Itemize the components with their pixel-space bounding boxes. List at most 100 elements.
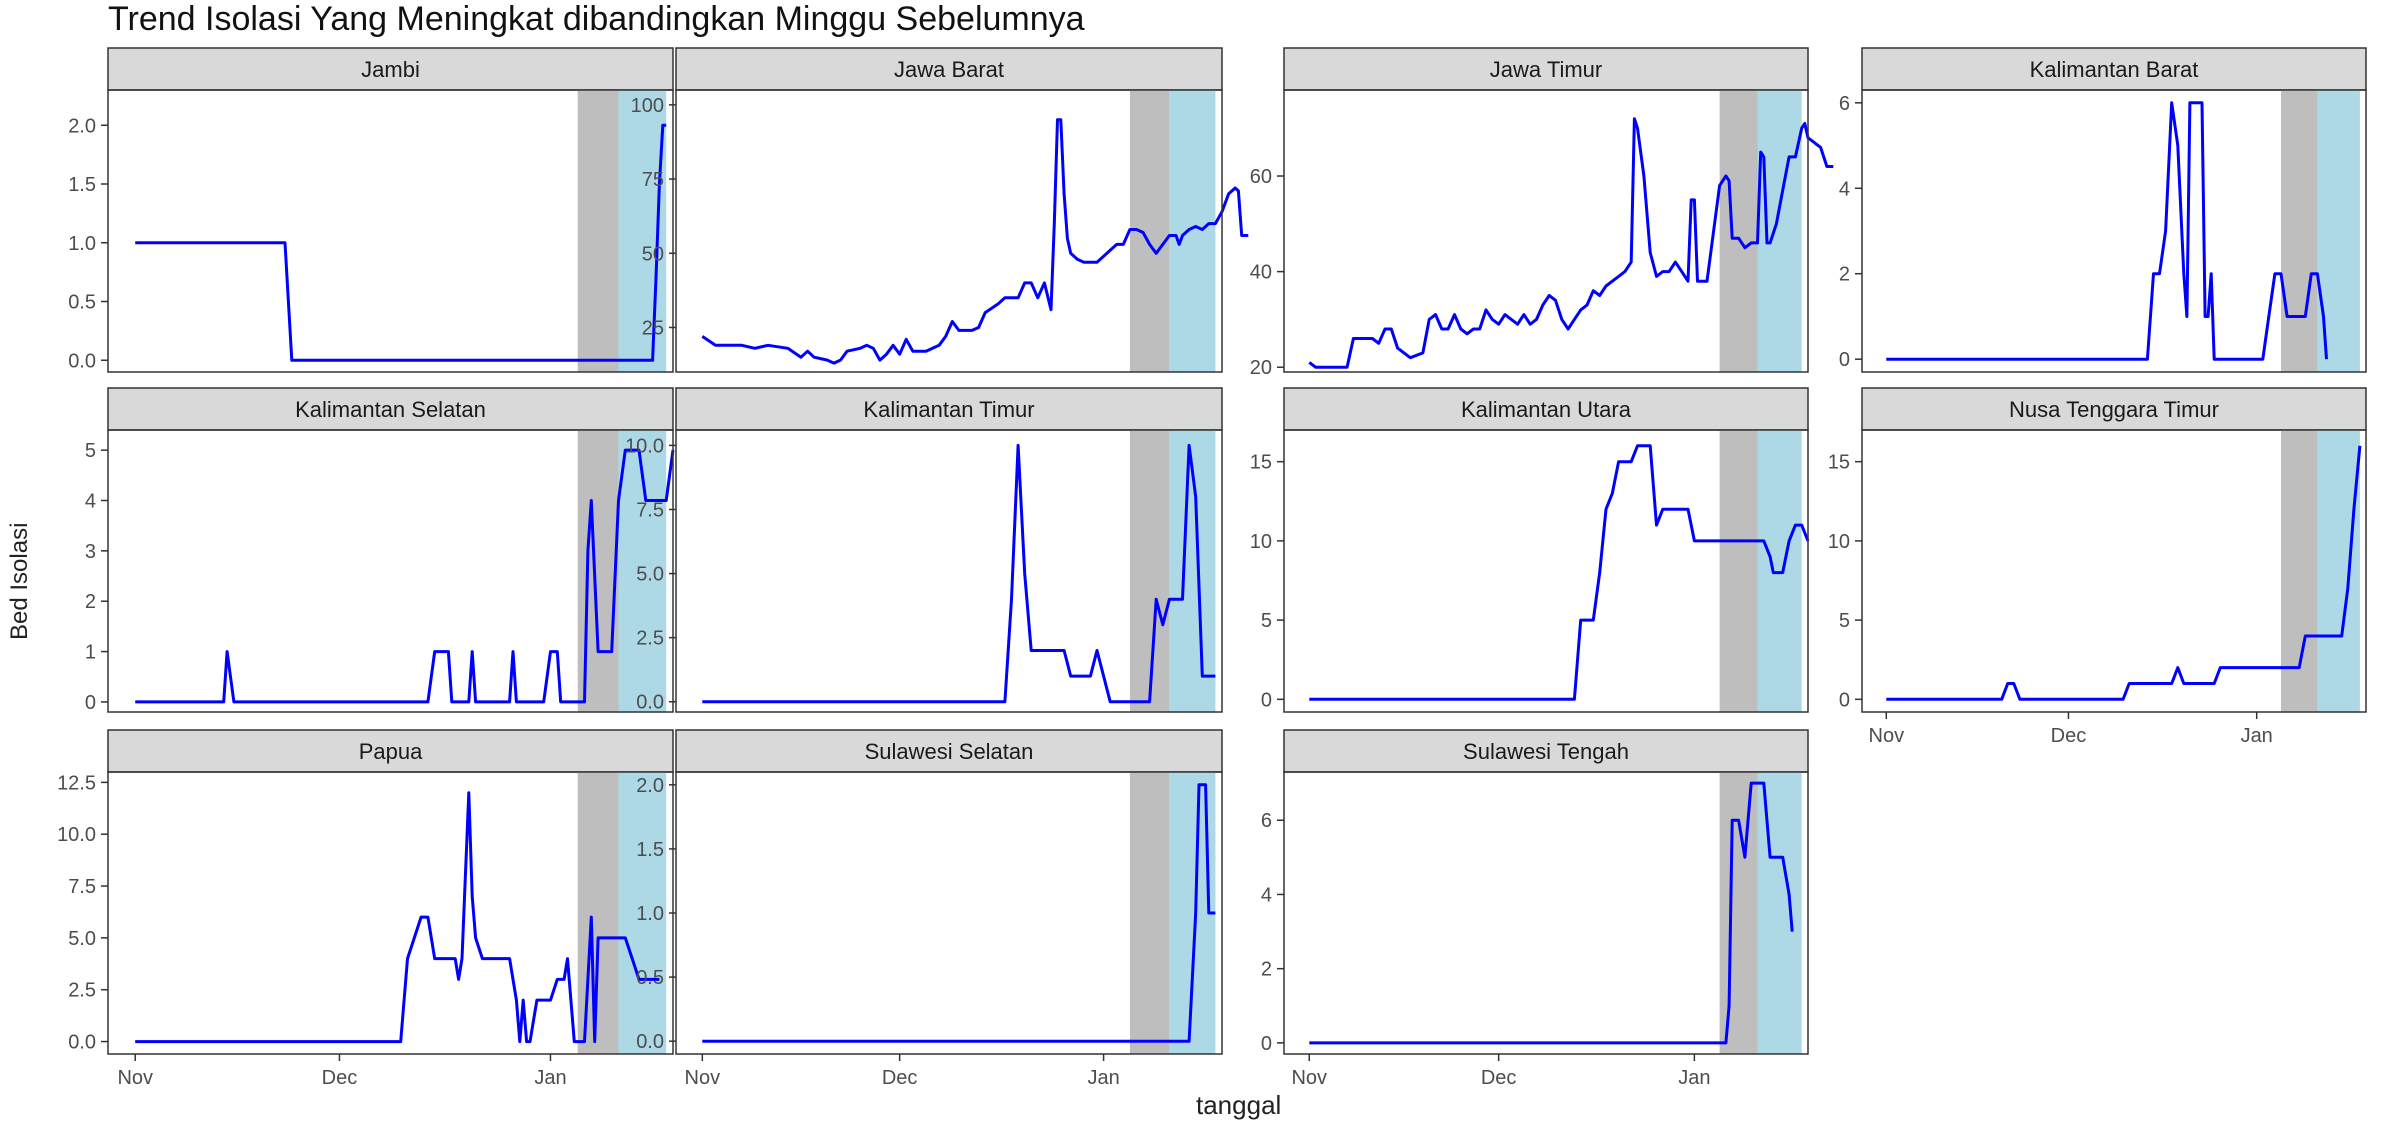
facet-title: Papua: [359, 739, 423, 764]
y-tick-label: 2: [1261, 959, 1272, 981]
facet-strip: [1283, 47, 1809, 91]
y-tick-label: 15: [1250, 452, 1272, 474]
facet-strip: [1283, 387, 1809, 431]
panel-border: [675, 89, 1223, 373]
y-tick-label: 4: [1261, 884, 1272, 906]
x-tick-label: Nov: [117, 1067, 153, 1089]
panel-border: [1283, 89, 1809, 373]
y-tick-label: 60: [1250, 166, 1272, 188]
facet-panel: Nusa Tenggara Timur 0 5 10 15 Nov Dec Jan: [1828, 387, 2367, 747]
series-line: [702, 443, 1216, 704]
y-tick-label: 0.5: [68, 292, 96, 314]
facet-strip: [107, 387, 674, 431]
shaded-band: [1719, 772, 1758, 1054]
y-tick-label: 4: [85, 491, 96, 513]
y-tick-label: 2.5: [636, 628, 664, 650]
y-tick-label: 0: [85, 692, 96, 714]
y-tick-label: 1.5: [68, 174, 96, 196]
x-axis-label: tanggal: [1196, 1090, 1282, 1120]
x-tick-label: Nov: [1869, 725, 1905, 747]
y-tick-label: 0: [1261, 689, 1272, 711]
shaded-band: [1719, 430, 1758, 712]
x-tick-label: Dec: [1481, 1067, 1517, 1089]
y-tick-label: 6: [1261, 810, 1272, 832]
facet-strip: [1283, 729, 1809, 773]
y-tick-label: 5.0: [68, 928, 96, 950]
shaded-band: [2317, 430, 2360, 712]
facet-panel: Jawa Barat 25 50 75 100: [631, 47, 1249, 373]
y-tick-label: 7.5: [68, 876, 96, 898]
y-tick-label: 75: [642, 169, 664, 191]
y-tick-label: 5: [1261, 610, 1272, 632]
panel-border: [1861, 89, 2367, 373]
facet-strip: [675, 387, 1223, 431]
series-line: [135, 123, 667, 362]
y-tick-label: 40: [1250, 262, 1272, 284]
x-tick-label: Jan: [534, 1067, 566, 1089]
x-tick-label: Dec: [2051, 725, 2087, 747]
y-tick-label: 15: [1828, 452, 1850, 474]
y-tick-label: 0: [1261, 1033, 1272, 1055]
y-tick-label: 0.0: [68, 350, 96, 372]
y-tick-label: 2.5: [68, 980, 96, 1002]
y-tick-label: 2.0: [68, 115, 96, 137]
facet-title: Sulawesi Selatan: [865, 739, 1034, 764]
y-tick-label: 0.0: [636, 1031, 664, 1053]
facet-panel: Kalimantan Barat 0 2 4 6: [1839, 47, 2367, 373]
y-tick-label: 100: [631, 95, 664, 117]
panel-border: [675, 429, 1223, 713]
facet-panel: Kalimantan Timur 0.0 2.5 5.0 7.5 10.0: [625, 387, 1223, 714]
facet-panel: Sulawesi Tengah 0 2 4 6 Nov Dec Jan: [1261, 729, 1809, 1089]
y-tick-label: 50: [642, 243, 664, 265]
y-tick-label: 10: [1828, 531, 1850, 553]
x-tick-label: Jan: [2241, 725, 2273, 747]
shaded-band: [1129, 430, 1170, 712]
y-tick-label: 1: [85, 642, 96, 664]
facet-title: Kalimantan Utara: [1461, 397, 1632, 422]
facet-panel: Papua 0.0 2.5 5.0 7.5 10.0 12.5 Nov Dec Jan: [57, 729, 674, 1089]
facet-panel: Kalimantan Selatan 0 1 2 3 4 5: [85, 387, 675, 714]
panel-border: [675, 771, 1223, 1055]
facet-title: Nusa Tenggara Timur: [2009, 397, 2219, 422]
y-tick-label: 5: [1839, 610, 1850, 632]
y-tick-label: 10.0: [57, 824, 96, 846]
shaded-band: [577, 772, 619, 1054]
y-tick-label: 2.0: [636, 775, 664, 797]
y-tick-label: 25: [642, 317, 664, 339]
facet-title: Jawa Barat: [894, 57, 1004, 82]
facet-strip: [107, 729, 674, 773]
facet-title: Jambi: [361, 57, 420, 82]
series-line: [1886, 101, 2328, 361]
y-tick-label: 5.0: [636, 564, 664, 586]
y-tick-label: 6: [1839, 93, 1850, 115]
shaded-band: [1757, 772, 1802, 1054]
y-tick-label: 1.0: [68, 233, 96, 255]
y-tick-label: 0.5: [636, 967, 664, 989]
series-line: [135, 448, 675, 704]
x-tick-label: Nov: [1291, 1067, 1327, 1089]
y-tick-label: 4: [1839, 178, 1850, 200]
panel-border: [107, 429, 674, 713]
shaded-band: [1757, 430, 1802, 712]
facet-strip: [675, 47, 1223, 91]
series-line: [1309, 444, 1810, 701]
shaded-band: [1129, 772, 1170, 1054]
facet-panel: Kalimantan Utara 0 5 10 15: [1250, 387, 1810, 713]
panel-border: [1283, 771, 1809, 1055]
facet-panel: Sulawesi Selatan 0.0 0.5 1.0 1.5 2.0 Nov Dec Jan: [636, 729, 1223, 1089]
x-tick-label: Jan: [1087, 1067, 1119, 1089]
y-tick-label: 12.5: [57, 772, 96, 794]
series-line: [702, 783, 1216, 1043]
y-tick-label: 1.5: [636, 839, 664, 861]
series-line: [135, 791, 660, 1044]
facet-strip: [1861, 387, 2367, 431]
facet-title: Jawa Timur: [1490, 57, 1602, 82]
facet-strip: [1861, 47, 2367, 91]
facet-panel: Jambi 0.0 0.5 1.0 1.5 2.0: [68, 47, 674, 373]
y-tick-label: 1.0: [636, 903, 664, 925]
panel-border: [107, 89, 674, 373]
facet-strip: [675, 729, 1223, 773]
series-line: [1308, 117, 1834, 369]
facet-title: Kalimantan Barat: [2030, 57, 2199, 82]
facet-title: Kalimantan Selatan: [295, 397, 486, 422]
